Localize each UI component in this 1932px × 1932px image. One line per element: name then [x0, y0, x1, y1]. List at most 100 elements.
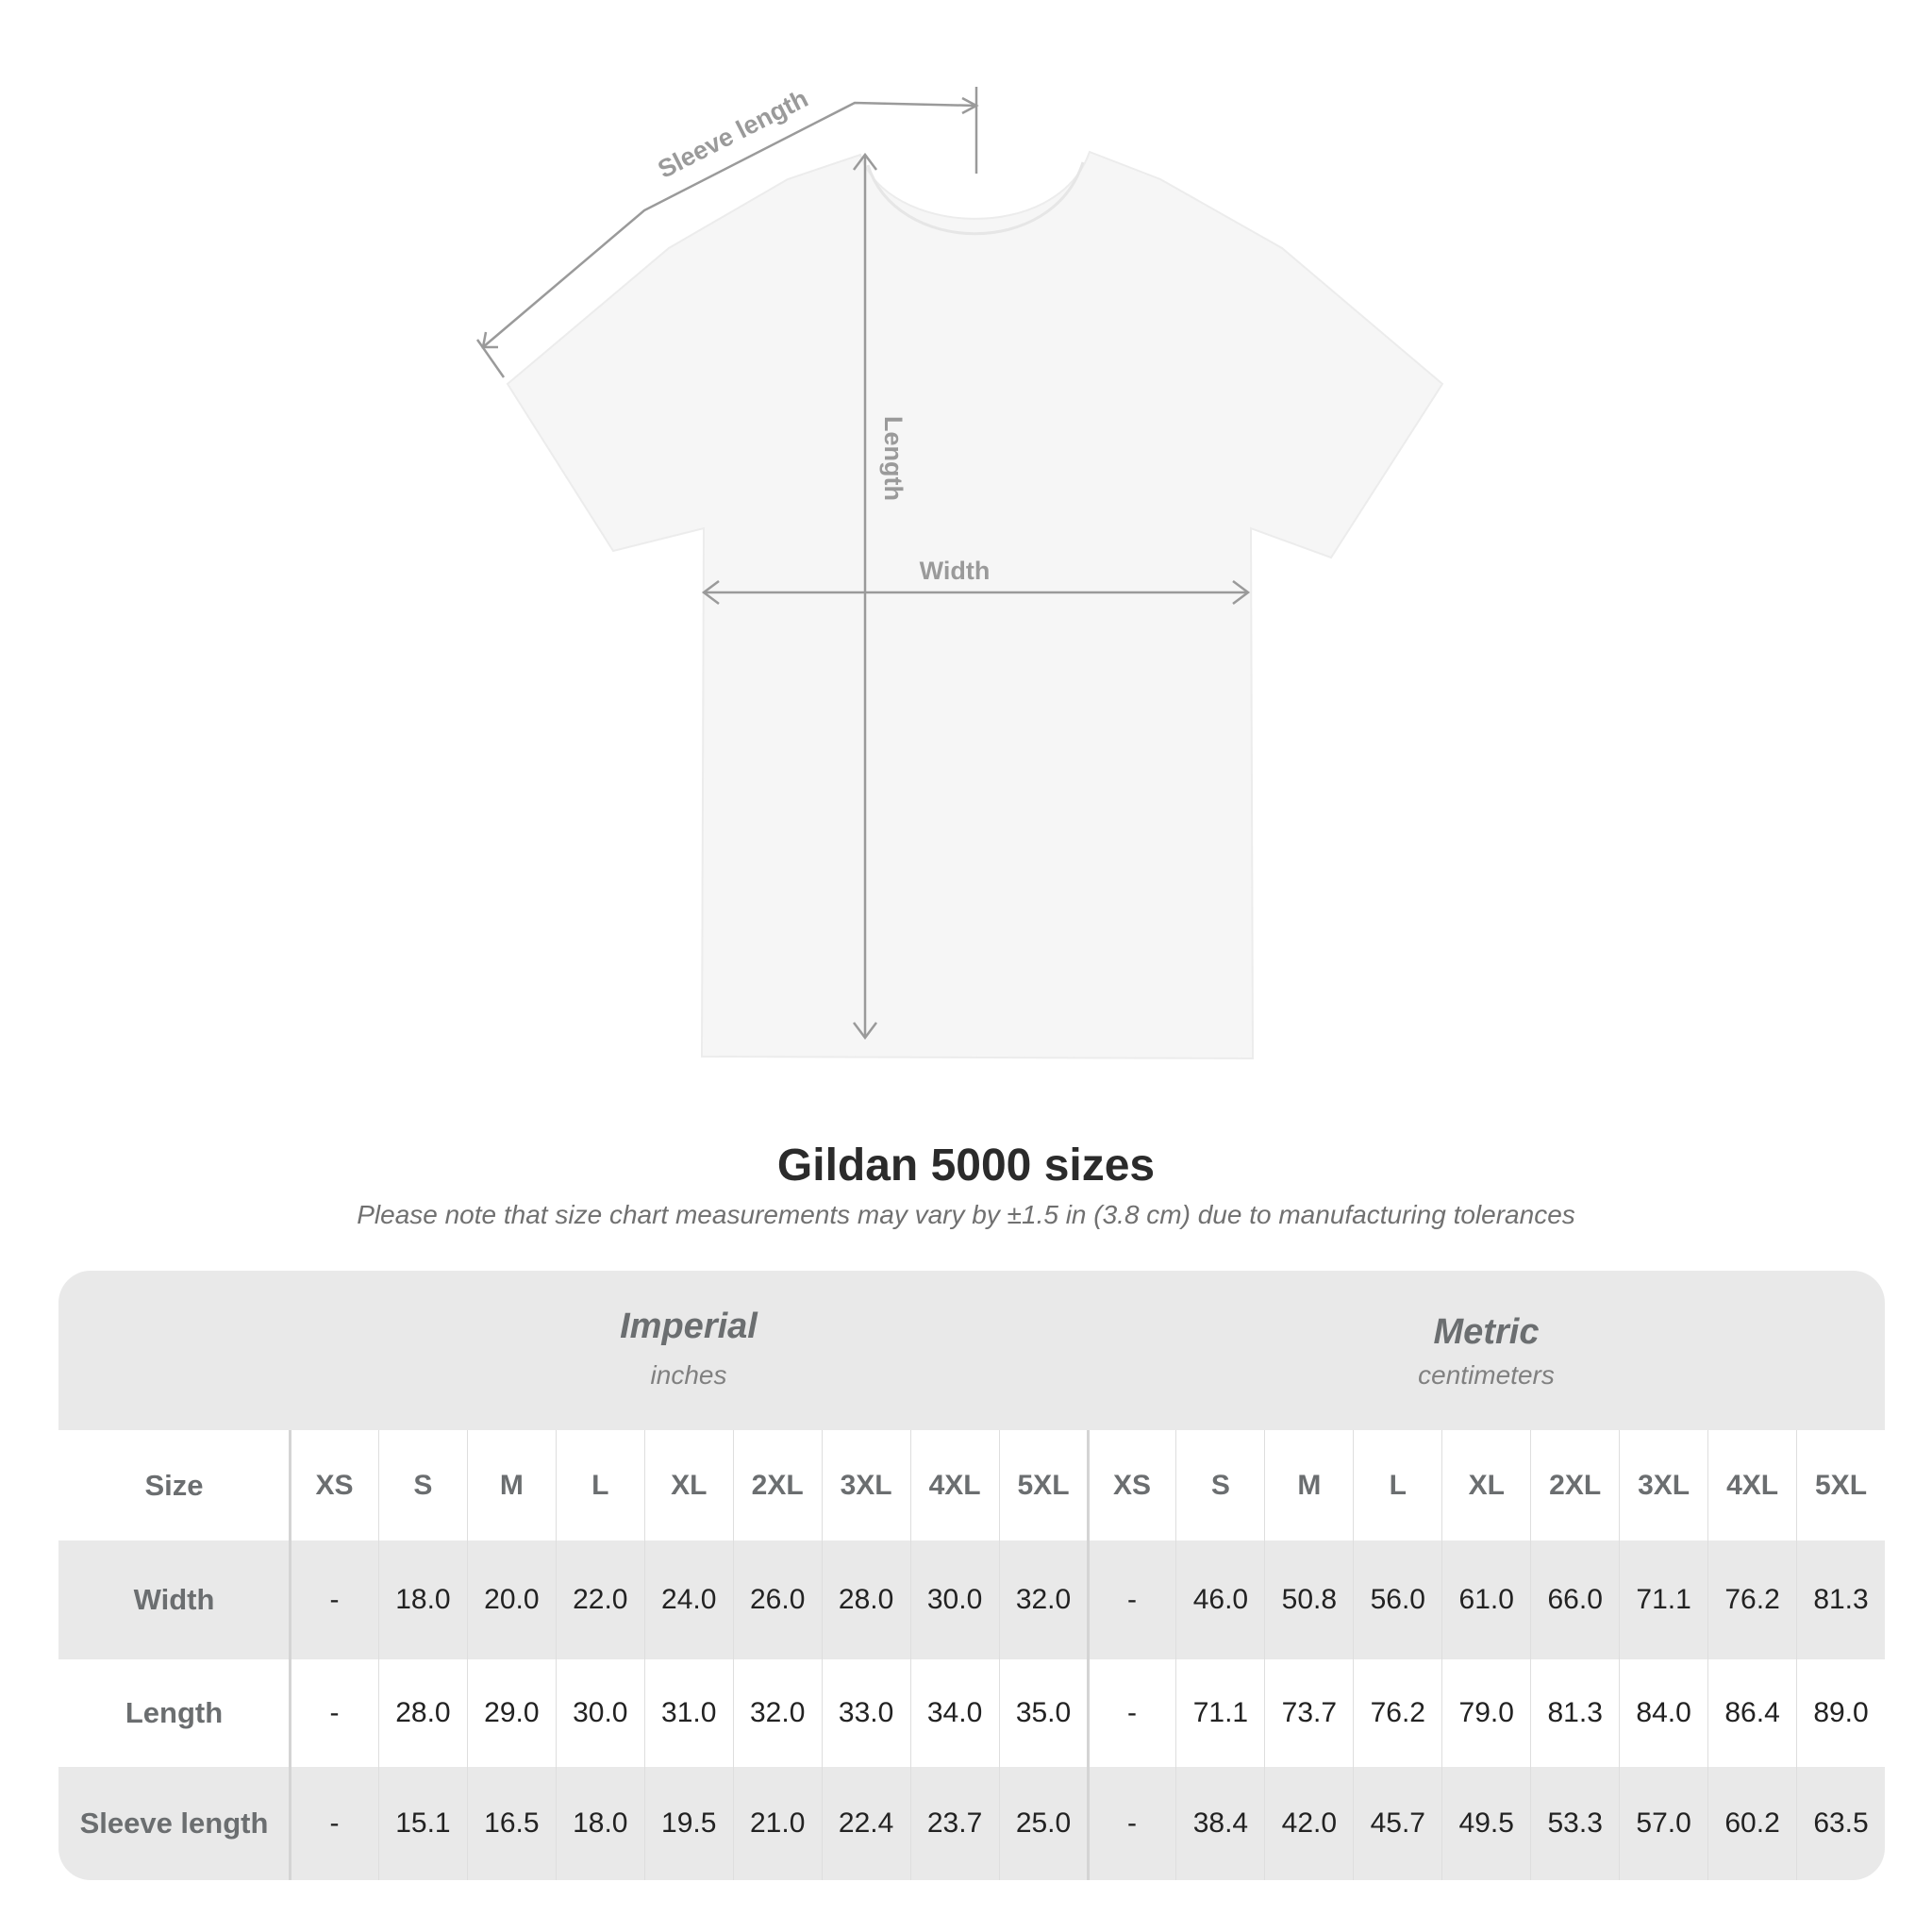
measure-lines	[475, 87, 1251, 1041]
imperial-unit: inches	[650, 1360, 727, 1390]
table-cell: 45.7	[1353, 1767, 1441, 1880]
table-cell: -	[290, 1541, 378, 1659]
table-cell: 57.0	[1619, 1767, 1707, 1880]
table-cell: -	[1087, 1659, 1176, 1767]
column-divider	[289, 1430, 291, 1880]
table-cell: 18.0	[377, 1541, 467, 1659]
table-cell: 63.5	[1796, 1767, 1885, 1880]
table-cell: 24.0	[643, 1541, 733, 1659]
table-cell: 61.0	[1441, 1541, 1530, 1659]
size-column-header: S	[377, 1430, 467, 1541]
size-column-header: 5XL	[998, 1430, 1088, 1541]
table-cell: 71.1	[1175, 1659, 1264, 1767]
length-label: Length	[879, 416, 908, 501]
table-row: Length -28.0 29.0 30.0 31.0 32.0 33.0 34.0 35.0-…	[58, 1659, 1885, 1767]
table-cell: 23.7	[909, 1767, 999, 1880]
table-cell: 15.1	[377, 1767, 467, 1880]
size-column-header: 4XL	[909, 1430, 999, 1541]
table-cell: 86.4	[1707, 1659, 1796, 1767]
table-cell: 20.0	[466, 1541, 556, 1659]
table-cell: -	[1087, 1541, 1176, 1659]
table-cell: 66.0	[1530, 1541, 1619, 1659]
size-column-header: 3XL	[1619, 1430, 1707, 1541]
imperial-header: Imperial inches	[290, 1271, 1088, 1430]
table-cell: 56.0	[1353, 1541, 1441, 1659]
column-divider	[1087, 1430, 1090, 1880]
size-column-header: M	[466, 1430, 556, 1541]
table-cell: 79.0	[1441, 1659, 1530, 1767]
size-column-header: XS	[1087, 1430, 1176, 1541]
imperial-title: Imperial	[620, 1307, 758, 1346]
table-cell: 30.0	[909, 1541, 999, 1659]
table-cell: 22.4	[821, 1767, 910, 1880]
metric-header: Metric centimeters	[1088, 1271, 1885, 1430]
sleeve-length-line	[482, 101, 977, 348]
tolerance-note: Please note that size chart measurements…	[357, 1200, 1575, 1229]
table-cell: 25.0	[998, 1767, 1088, 1880]
sleeve-length-label: Sleeve length	[654, 84, 813, 184]
metric-unit: centimeters	[1418, 1360, 1555, 1390]
table-cell: 46.0	[1175, 1541, 1264, 1659]
table-row: Sleeve length -15.1 16.5 18.0 19.5 21.0 22.4 23…	[58, 1767, 1885, 1880]
header-band	[58, 1271, 1885, 1430]
size-column-header: 2XL	[1530, 1430, 1619, 1541]
tshirt-diagram: Sleeve length Length Width	[475, 84, 1444, 1060]
table-cell: 42.0	[1264, 1767, 1353, 1880]
table-cell: 60.2	[1707, 1767, 1796, 1880]
table-cell: 34.0	[909, 1659, 999, 1767]
table-cell: 35.0	[998, 1659, 1088, 1767]
size-column-header: L	[1353, 1430, 1441, 1541]
row-band	[58, 1767, 1885, 1880]
table-cell: 50.8	[1264, 1541, 1353, 1659]
table-cell: 76.2	[1707, 1541, 1796, 1659]
table-cell: 26.0	[732, 1541, 822, 1659]
row-label: Sleeve length	[79, 1807, 269, 1840]
table-cell: 18.0	[555, 1767, 644, 1880]
size-column-header: 5XL	[1796, 1430, 1885, 1541]
size-table: Imperial inches Metric centimeters Size X…	[58, 1271, 1885, 1880]
row-label: Length	[125, 1696, 224, 1729]
table-cell: 22.0	[555, 1541, 644, 1659]
row-band	[58, 1541, 1885, 1659]
width-label: Width	[920, 557, 991, 585]
size-column-header: S	[1175, 1430, 1264, 1541]
table-cell: 32.0	[998, 1541, 1088, 1659]
size-column-header: 4XL	[1707, 1430, 1796, 1541]
size-column-header: XL	[643, 1430, 733, 1541]
table-cell: 28.0	[377, 1659, 467, 1767]
table-cell: 16.5	[466, 1767, 556, 1880]
table-cell: 33.0	[821, 1659, 910, 1767]
table-cell: 53.3	[1530, 1767, 1619, 1880]
table-cell: 71.1	[1619, 1541, 1707, 1659]
tshirt-shape	[506, 150, 1444, 1060]
table-cell: 84.0	[1619, 1659, 1707, 1767]
table-cell: 28.0	[821, 1541, 910, 1659]
table-cell: 32.0	[732, 1659, 822, 1767]
row-label: Size	[144, 1468, 204, 1502]
size-column-header: XS	[290, 1430, 378, 1541]
table-cell: 76.2	[1353, 1659, 1441, 1767]
table-cell: -	[290, 1659, 378, 1767]
table-cell: 29.0	[466, 1659, 556, 1767]
table-cell: 31.0	[643, 1659, 733, 1767]
size-column-header: M	[1264, 1430, 1353, 1541]
table-cell: 49.5	[1441, 1767, 1530, 1880]
size-column-header: 2XL	[732, 1430, 822, 1541]
table-cell: 89.0	[1796, 1659, 1885, 1767]
table-cell: -	[1087, 1767, 1176, 1880]
table-cell: 81.3	[1796, 1541, 1885, 1659]
table-row: Width -18.0 20.0 22.0 24.0 26.0 28.0 30.0 32.0-4…	[58, 1541, 1885, 1659]
size-column-header: L	[555, 1430, 644, 1541]
page-title: Gildan 5000 sizes	[776, 1141, 1156, 1191]
size-header-row: Size XS S M L XL 2XL 3XL 4XL 5XL XS S M L XL 2XL 3XL 4XL 5…	[58, 1430, 1885, 1541]
table-cell: 73.7	[1264, 1659, 1353, 1767]
table-cell: 30.0	[555, 1659, 644, 1767]
size-column-header: XL	[1441, 1430, 1530, 1541]
collar-seam	[866, 161, 1085, 236]
size-column-header: 3XL	[821, 1430, 910, 1541]
table-cell: 38.4	[1175, 1767, 1264, 1880]
metric-title: Metric	[1433, 1312, 1540, 1352]
table-cell: 21.0	[732, 1767, 822, 1880]
table-cell: -	[290, 1767, 378, 1880]
table-cell: 81.3	[1530, 1659, 1619, 1767]
